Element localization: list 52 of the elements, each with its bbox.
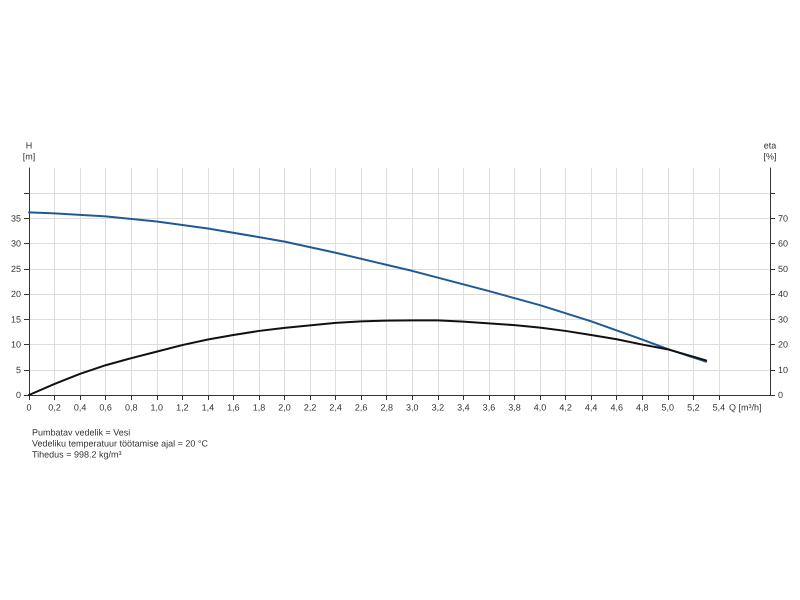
x-tick-label: 5,4 bbox=[712, 402, 726, 412]
x-tick-label: 3,2 bbox=[432, 402, 444, 412]
y-tick-label: 35 bbox=[10, 213, 22, 224]
x-tick-label: 0,8 bbox=[124, 402, 138, 412]
y-tick-label: 20 bbox=[10, 289, 22, 300]
text: Pumbatav vedelik = Vesi bbox=[32, 428, 130, 438]
x-tick-label: 1,0 bbox=[150, 402, 164, 412]
x-tick-label: 1,8 bbox=[252, 402, 266, 412]
x-tick-label: 4,4 bbox=[584, 402, 598, 412]
text: Vedeliku temperatuur töötamise ajal = 20 °C bbox=[32, 438, 208, 448]
y-tick-label: 30 bbox=[10, 238, 22, 249]
x-tick-label: 2,2 bbox=[304, 402, 316, 412]
y2-tick-label: 40 bbox=[778, 289, 788, 300]
x-tick-label: 4,0 bbox=[534, 402, 546, 412]
x-tick-label: 0 bbox=[26, 402, 32, 412]
x-tick-label: 0,4 bbox=[74, 402, 86, 412]
x-tick-label: 4,8 bbox=[636, 402, 648, 412]
x-tick-label: 2,4 bbox=[329, 402, 342, 412]
line-series bbox=[28, 211, 708, 363]
x-tick-label: 3,4 bbox=[457, 402, 470, 412]
y-tick-label: 10 bbox=[10, 340, 22, 350]
x-tick-label: 2,0 bbox=[278, 402, 291, 412]
text: Tihedus = 998.2 kg/m³ bbox=[32, 450, 122, 460]
y-tick-label: 5 bbox=[16, 364, 22, 375]
x-tick-label: 2,6 bbox=[354, 402, 368, 412]
x-axis-title: Q [m³/h] bbox=[729, 402, 762, 412]
x-tick-label: 3,6 bbox=[482, 402, 496, 412]
x-tick-label: 4,6 bbox=[610, 402, 623, 412]
x-tick-label: 1,4 bbox=[202, 402, 214, 412]
y2-tick-label: 30 bbox=[778, 314, 788, 324]
x-tick-label: 1,6 bbox=[227, 402, 240, 412]
line-series bbox=[28, 319, 708, 396]
y2-tick-label: 10 bbox=[778, 364, 788, 375]
x-tick-label: 1,2 bbox=[176, 402, 189, 412]
x-tick-label: 3,8 bbox=[508, 402, 521, 412]
y2-tick-label: 0 bbox=[778, 390, 784, 400]
y-tick-label: 25 bbox=[10, 264, 22, 274]
x-tick-label: 4,2 bbox=[559, 402, 572, 412]
x-tick-label: 5,2 bbox=[687, 402, 700, 412]
y2-tick-label: 50 bbox=[778, 264, 788, 274]
y-tick-label: 15 bbox=[10, 314, 22, 324]
y-tick-label: 0 bbox=[16, 390, 22, 400]
y2-tick-label: 70 bbox=[778, 213, 788, 224]
x-tick-label: 0,2 bbox=[48, 402, 61, 412]
y2-axis-title: eta [%] bbox=[763, 140, 777, 162]
x-tick-label: 0,6 bbox=[99, 402, 112, 412]
y2-tick-label: 60 bbox=[778, 238, 788, 249]
x-tick-label: 5,0 bbox=[662, 402, 674, 412]
x-tick-label: 3,0 bbox=[406, 402, 419, 412]
y-axis-title: H [m] bbox=[22, 140, 36, 162]
y2-tick-label: 20 bbox=[778, 340, 788, 350]
x-tick-label: 2,8 bbox=[380, 402, 393, 412]
